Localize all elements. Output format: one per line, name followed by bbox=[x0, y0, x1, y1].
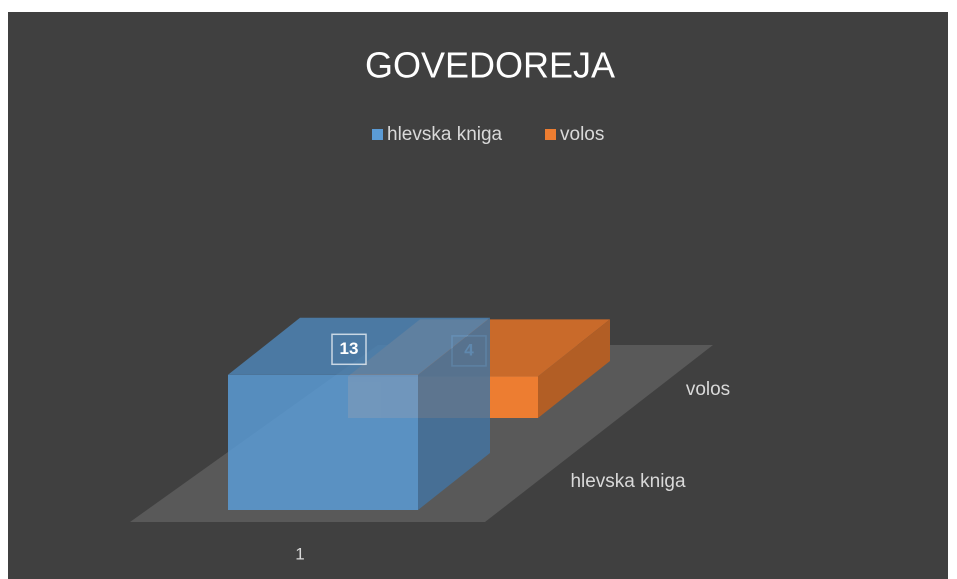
bar-top bbox=[228, 317, 490, 375]
chart-title: GOVEDOREJA bbox=[365, 45, 615, 86]
bar bbox=[228, 374, 418, 510]
legend-label: volos bbox=[560, 124, 604, 145]
depth-axis-label: hlevska kniga bbox=[570, 471, 686, 492]
x-tick-label: 1 bbox=[295, 544, 304, 563]
bar-side bbox=[418, 317, 490, 510]
data-label: 13 bbox=[340, 339, 359, 358]
depth-axis-label: volos bbox=[686, 379, 730, 400]
legend-label: hlevska kniga bbox=[387, 124, 503, 145]
legend-swatch bbox=[372, 129, 383, 140]
bar-3d bbox=[228, 317, 490, 510]
bar-side bbox=[538, 319, 610, 418]
legend-swatch bbox=[545, 129, 556, 140]
data-label-box bbox=[331, 333, 367, 366]
